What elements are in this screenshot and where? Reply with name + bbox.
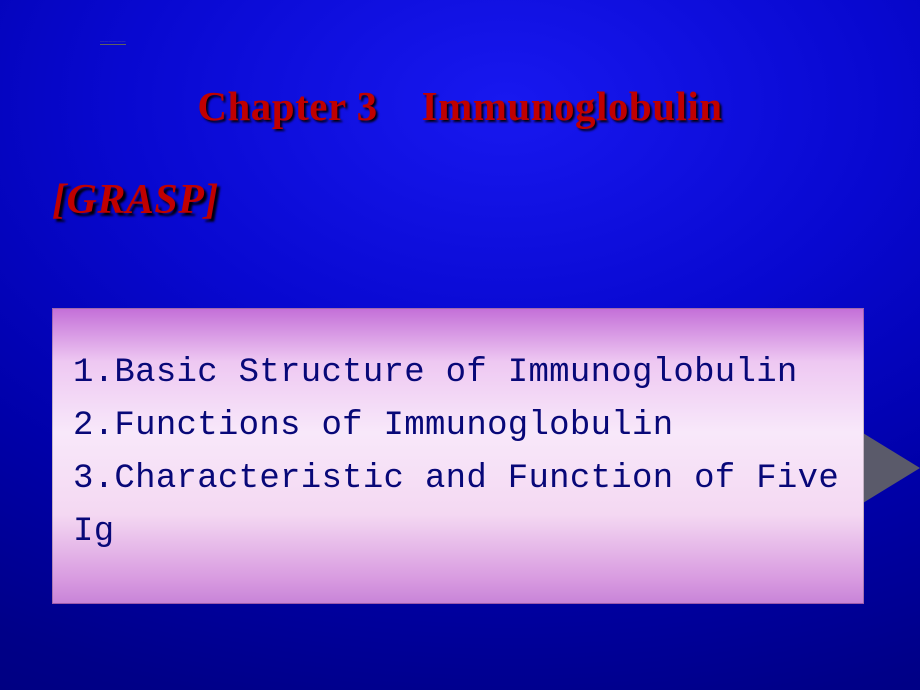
grasp-label: [GRASP]: [52, 176, 219, 224]
title-part-2: Immunoglobulin: [422, 83, 723, 129]
list-item: 3.Characteristic and Function of Five Ig: [73, 453, 851, 559]
box-extrude-shadow: [858, 430, 920, 506]
slide: —————— Chapter 3 Immunoglobulin [GRASP] 1…: [0, 0, 920, 690]
list-item: 2.Functions of Immunoglobulin: [73, 400, 851, 453]
slide-title: Chapter 3 Immunoglobulin: [0, 82, 920, 130]
content-box: 1.Basic Structure of Immunoglobulin 2.Fu…: [52, 308, 864, 604]
title-part-1: Chapter 3: [197, 83, 377, 129]
tiny-header: ——————: [100, 38, 126, 45]
list-item: 1.Basic Structure of Immunoglobulin: [73, 347, 851, 400]
